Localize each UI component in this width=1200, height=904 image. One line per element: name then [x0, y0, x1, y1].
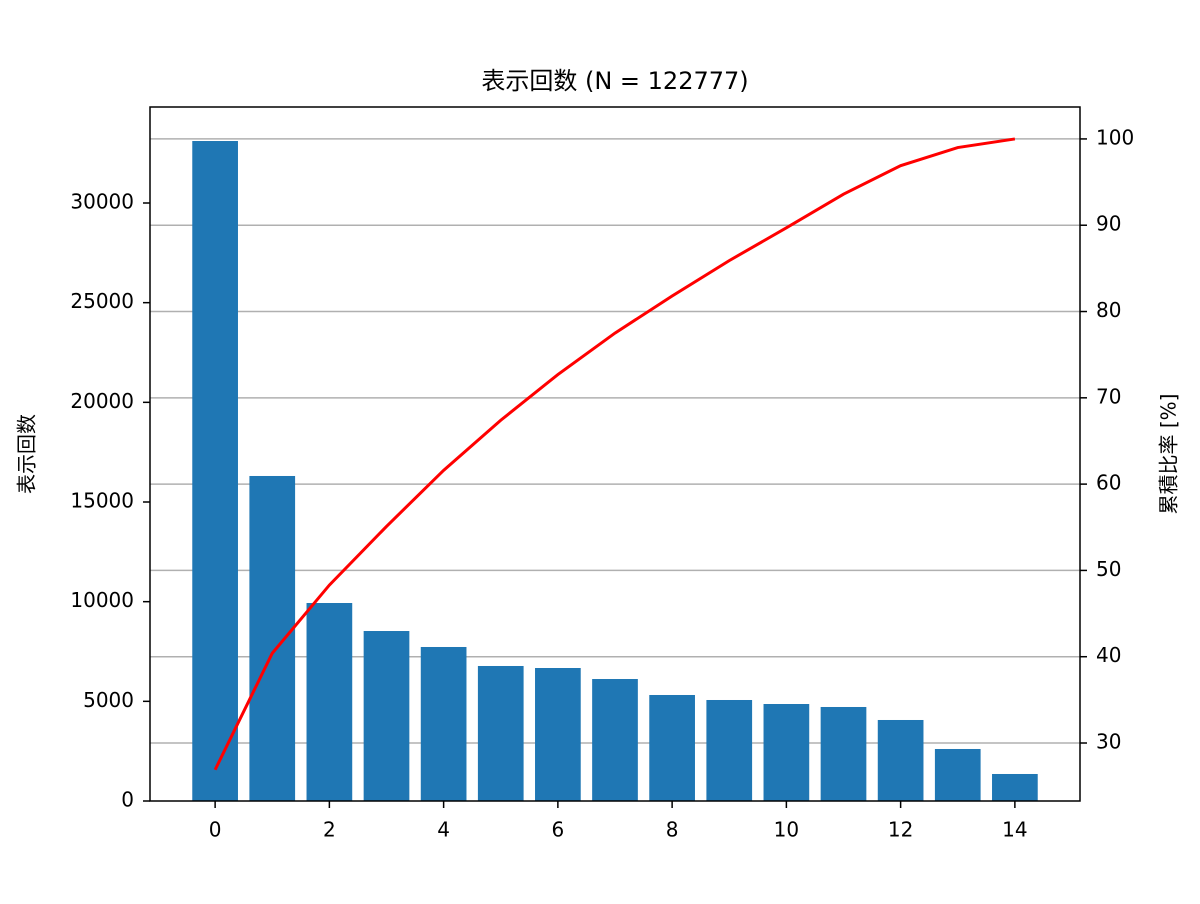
y-tick-label: 10000: [70, 588, 134, 612]
x-tick-label: 2: [323, 818, 336, 842]
bar: [535, 668, 581, 801]
bar: [249, 475, 296, 801]
plot-frame: [149, 106, 1081, 802]
bar: [763, 704, 810, 801]
bar: [934, 748, 981, 801]
y-tick-label: 25000: [70, 289, 134, 313]
bar: [992, 773, 1038, 801]
y-tick-label: 15000: [70, 488, 134, 512]
x-tick-label: 10: [774, 818, 799, 842]
x-tick-label: 6: [552, 818, 565, 842]
bar: [706, 699, 753, 801]
bar: [363, 631, 410, 801]
y-tick-label: 0: [121, 788, 134, 812]
x-tick-label: 14: [1002, 818, 1027, 842]
y-axis-label: 表示回数: [15, 414, 39, 494]
y2-tick-label: 70: [1096, 384, 1121, 408]
bar: [877, 719, 924, 801]
bar: [420, 646, 467, 801]
y2-tick-label: 40: [1096, 643, 1121, 667]
y2-tick-label: 80: [1096, 298, 1121, 322]
y-tick-label: 20000: [70, 389, 134, 413]
y-tick-label: 30000: [70, 189, 134, 213]
y2-tick-label: 90: [1096, 212, 1121, 236]
x-tick-label: 4: [437, 818, 450, 842]
y2-tick-label: 100: [1096, 125, 1134, 149]
x-tick-label: 0: [209, 818, 222, 842]
bar: [306, 603, 353, 801]
x-tick-label: 8: [666, 818, 679, 842]
x-tick-label: 12: [888, 818, 913, 842]
bar: [192, 141, 238, 801]
y2-tick-label: 30: [1096, 730, 1121, 754]
y2-tick-label: 60: [1096, 471, 1121, 495]
chart-title: 表示回数 (N = 122777): [481, 67, 748, 95]
y2-tick-label: 50: [1096, 557, 1121, 581]
cumulative-line: [213, 137, 1016, 771]
y-tick-label: 5000: [83, 688, 134, 712]
y2-axis-label: 累積比率 [%]: [1157, 394, 1181, 515]
bar: [649, 694, 695, 801]
bar: [592, 679, 638, 801]
bar: [820, 706, 867, 801]
bar: [477, 665, 524, 801]
